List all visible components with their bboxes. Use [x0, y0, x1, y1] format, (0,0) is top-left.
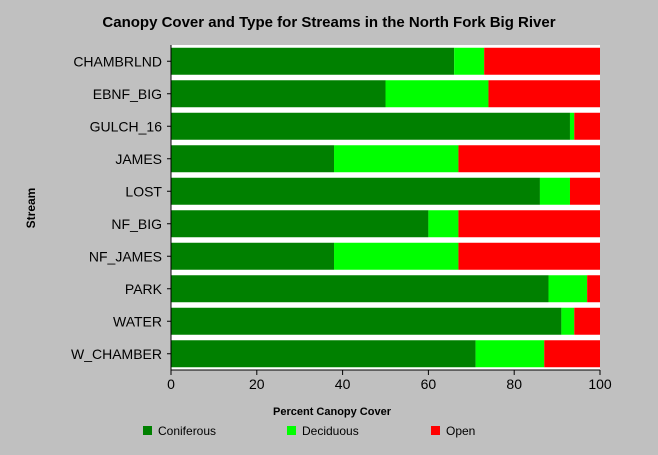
bar-deciduous-nf-big: [428, 210, 459, 238]
bar-deciduous-chambrlnd: [454, 47, 485, 75]
x-tick-label-80: 80: [506, 376, 522, 392]
bar-coniferous-park: [171, 275, 549, 303]
y-tick-label-james: JAMES: [115, 151, 162, 167]
x-tick-label-0: 0: [167, 376, 175, 392]
y-axis-title: Stream: [24, 188, 38, 229]
x-tick-label-60: 60: [421, 376, 437, 392]
y-tick-label-park: PARK: [125, 281, 163, 297]
bar-deciduous-lost: [539, 177, 570, 205]
bar-deciduous-gulch-16: [569, 112, 575, 140]
y-tick-label-chambrlnd: CHAMBRLND: [73, 53, 162, 69]
bar-coniferous-james: [171, 145, 335, 173]
y-tick-label-water: WATER: [113, 313, 162, 329]
legend-label-deciduous: Deciduous: [302, 424, 359, 438]
bar-open-ebnf-big: [488, 80, 600, 108]
bar-deciduous-ebnf-big: [385, 80, 489, 108]
y-tick-label-nf-big: NF_BIG: [111, 216, 162, 232]
bar-open-lost: [569, 177, 600, 205]
bar-coniferous-w-chamber: [171, 340, 476, 368]
bar-open-water: [574, 307, 600, 335]
bar-coniferous-nf-james: [171, 242, 335, 270]
legend-swatch-coniferous: [143, 426, 152, 435]
legend-swatch-deciduous: [287, 426, 296, 435]
bar-deciduous-w-chamber: [475, 340, 545, 368]
x-tick-label-100: 100: [588, 376, 612, 392]
x-axis-title: Percent Canopy Cover: [273, 406, 392, 418]
bar-coniferous-lost: [171, 177, 540, 205]
bar-open-gulch-16: [574, 112, 600, 140]
bar-open-w-chamber: [544, 340, 600, 368]
bar-open-park: [587, 275, 600, 303]
bar-coniferous-ebnf-big: [171, 80, 386, 108]
y-tick-label-nf-james: NF_JAMES: [89, 248, 162, 264]
bar-open-nf-james: [458, 242, 600, 270]
chart-title: Canopy Cover and Type for Streams in the…: [102, 14, 555, 31]
bar-deciduous-nf-james: [334, 242, 459, 270]
y-tick-label-w-chamber: W_CHAMBER: [71, 346, 162, 362]
bar-deciduous-james: [334, 145, 459, 173]
bar-coniferous-nf-big: [171, 210, 429, 238]
legend-label-coniferous: Coniferous: [158, 424, 217, 438]
bar-open-nf-big: [458, 210, 600, 238]
bar-coniferous-water: [171, 307, 562, 335]
bar-open-james: [458, 145, 600, 173]
y-tick-label-ebnf-big: EBNF_BIG: [93, 86, 162, 102]
legend-swatch-open: [431, 426, 440, 435]
bar-deciduous-water: [561, 307, 575, 335]
y-tick-label-gulch-16: GULCH_16: [90, 118, 163, 134]
x-tick-label-40: 40: [335, 376, 351, 392]
bar-coniferous-chambrlnd: [171, 47, 455, 75]
bar-coniferous-gulch-16: [171, 112, 570, 140]
legend-label-open: Open: [446, 424, 476, 438]
bar-open-chambrlnd: [484, 47, 600, 75]
y-tick-label-lost: LOST: [125, 183, 162, 199]
bar-deciduous-park: [548, 275, 588, 303]
x-tick-label-20: 20: [249, 376, 265, 392]
